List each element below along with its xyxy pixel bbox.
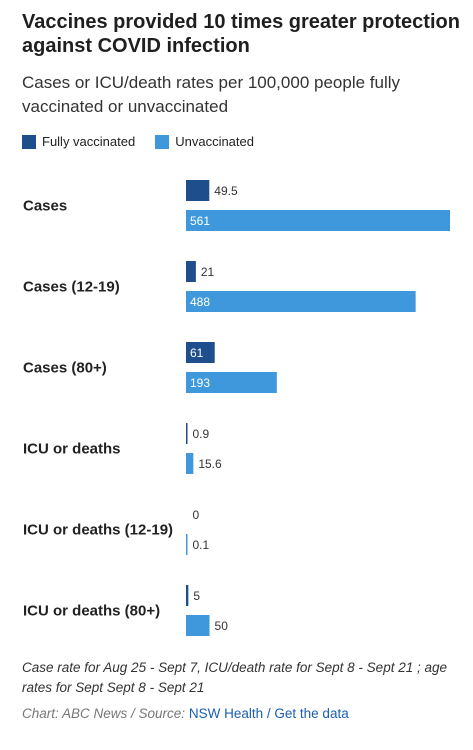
bar-unvaccinated-cases xyxy=(186,210,450,231)
legend-item-fully-vaccinated: Fully vaccinated xyxy=(22,134,135,149)
legend-swatch-unvaccinated xyxy=(155,134,170,149)
bar-unvaccinated-cases-80 xyxy=(186,372,277,393)
legend-swatch-fully-vaccinated xyxy=(22,134,36,149)
value-label-fully-vaccinated-icu-or-deaths: 0.9 xyxy=(193,427,210,441)
value-label-fully-vaccinated-icu-or-deaths-12-19: 0 xyxy=(193,508,200,522)
value-label-fully-vaccinated-cases-12-19: 21 xyxy=(201,265,215,279)
source-prefix: Chart: ABC News / Source: xyxy=(22,706,186,721)
value-label-fully-vaccinated-cases-80: 61 xyxy=(190,346,204,360)
value-label-unvaccinated-cases-80: 193 xyxy=(190,376,210,390)
value-label-unvaccinated-icu-or-deaths-80: 50 xyxy=(215,619,229,633)
category-label-cases-80: Cases (80+) xyxy=(23,360,107,377)
value-label-unvaccinated-cases-12-19: 488 xyxy=(190,295,210,309)
bar-unvaccinated-cases-12-19 xyxy=(186,291,416,312)
bar-fully-vaccinated-cases-12-19 xyxy=(186,261,196,282)
chart-subtitle: Cases or ICU/death rates per 100,000 peo… xyxy=(22,73,401,116)
bar-unvaccinated-icu-or-deaths-80 xyxy=(186,615,210,636)
chart-title: Vaccines provided 10 times greater prote… xyxy=(22,11,460,57)
category-label-cases: Cases xyxy=(23,198,67,215)
bar-unvaccinated-icu-or-deaths-12-19 xyxy=(186,534,188,555)
bar-fully-vaccinated-cases-80 xyxy=(186,342,215,363)
bar-unvaccinated-icu-or-deaths xyxy=(186,453,194,474)
footnote: Case rate for Aug 25 - Sept 7, ICU/death… xyxy=(22,660,447,695)
bar-fully-vaccinated-icu-or-deaths xyxy=(186,423,188,444)
source-separator: / xyxy=(266,706,271,721)
value-label-fully-vaccinated-icu-or-deaths-80: 5 xyxy=(193,589,200,603)
source-link[interactable]: NSW Health xyxy=(188,706,264,721)
source-line: Chart: ABC News / Source: NSW Health / G… xyxy=(22,706,462,721)
bar-fully-vaccinated-icu-or-deaths-80 xyxy=(186,585,189,606)
bar-fully-vaccinated-icu-or-deaths-12-19 xyxy=(186,504,188,525)
legend-item-unvaccinated: Unvaccinated xyxy=(155,134,254,149)
legend: Fully vaccinated Unvaccinated xyxy=(22,134,274,149)
value-label-unvaccinated-icu-or-deaths: 15.6 xyxy=(198,457,222,471)
get-data-link[interactable]: Get the data xyxy=(274,706,349,721)
category-label-icu-or-deaths-80: ICU or deaths (80+) xyxy=(23,603,160,620)
category-label-cases-12-19: Cases (12-19) xyxy=(23,279,120,296)
bar-fully-vaccinated-cases xyxy=(186,180,210,201)
category-label-icu-or-deaths-12-19: ICU or deaths (12-19) xyxy=(23,522,173,539)
value-label-unvaccinated-cases: 561 xyxy=(190,214,210,228)
value-label-unvaccinated-icu-or-deaths-12-19: 0.1 xyxy=(193,538,210,552)
legend-label-unvaccinated: Unvaccinated xyxy=(175,134,254,149)
value-label-fully-vaccinated-cases: 49.5 xyxy=(214,184,238,198)
legend-label-fully-vaccinated: Fully vaccinated xyxy=(42,134,136,149)
category-label-icu-or-deaths: ICU or deaths xyxy=(23,441,121,458)
